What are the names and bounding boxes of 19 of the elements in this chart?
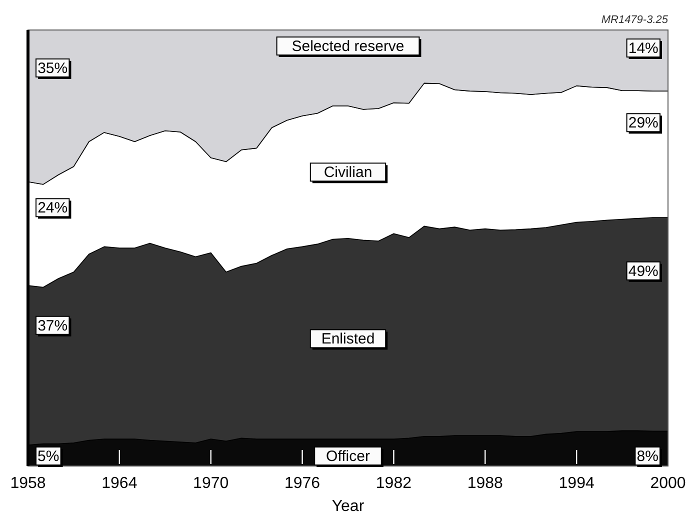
- x-tick-label: 1988: [467, 475, 504, 492]
- x-tick-label: 1976: [284, 475, 320, 492]
- data-label: 14%: [628, 40, 658, 57]
- x-tick-label: 1994: [558, 475, 594, 492]
- x-axis-title: Year: [332, 498, 365, 515]
- data-label: 35%: [38, 60, 68, 77]
- data-label: 5%: [38, 448, 60, 465]
- text: MR1479-3.25: [601, 14, 669, 26]
- x-tick-label: 2000: [650, 475, 686, 492]
- series-label: Officer: [326, 448, 370, 465]
- data-label: 29%: [628, 114, 658, 132]
- series-label: Selected reserve: [292, 38, 404, 55]
- data-label: 8%: [636, 448, 658, 465]
- x-tick-label: 1982: [376, 475, 412, 492]
- data-label: 24%: [38, 200, 68, 217]
- x-tick-label: 1964: [102, 475, 138, 492]
- series-label: Civilian: [324, 164, 372, 182]
- x-tick-label: 1958: [10, 475, 46, 492]
- x-tick-label: 1970: [193, 475, 229, 492]
